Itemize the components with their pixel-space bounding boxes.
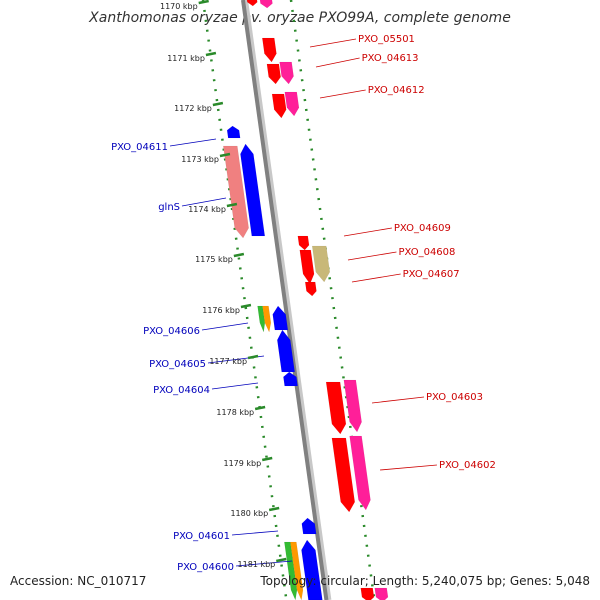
ruler-labels: 1170 kbp 1171 kbp 1172 kbp 1173 kbp 1174 kbp… xyxy=(160,0,287,569)
gene-label-reverse: PXO_04611 xyxy=(111,142,168,153)
gene-reverse xyxy=(223,145,249,239)
gene-forward xyxy=(331,437,356,513)
ruler-tick-mark xyxy=(226,202,238,208)
ruler-tick-label: 1175 kbp xyxy=(195,255,233,264)
gene-forward xyxy=(299,249,315,285)
gene-label-forward: PXO_04613 xyxy=(362,53,419,64)
ruler-tick-label: 1180 kbp xyxy=(230,509,268,518)
backbone-layer xyxy=(241,0,332,600)
backbone-line xyxy=(241,0,329,600)
gene-reverse xyxy=(226,125,241,139)
gene-forward xyxy=(311,245,331,283)
ruler-tick-mark xyxy=(268,506,280,512)
label-leader-forward xyxy=(319,89,366,99)
gene-forward xyxy=(343,379,362,433)
ruler-tick-mark xyxy=(198,0,209,5)
gene-label-forward: PXO_04602 xyxy=(439,460,496,471)
ruler-tick-mark xyxy=(212,101,224,107)
label-leader-forward xyxy=(379,464,437,471)
label-leader-reverse xyxy=(181,197,227,207)
ruler-tick-label: 1179 kbp xyxy=(224,459,262,468)
ruler-outer xyxy=(289,0,376,600)
gene-reverse xyxy=(257,305,266,333)
accession-label: Accession: NC_010717 xyxy=(10,574,147,588)
label-leader-forward xyxy=(371,396,425,404)
ruler-tick-mark xyxy=(261,456,273,462)
ruler-tick-mark xyxy=(247,354,259,360)
gene-label-reverse: PXO_04600 xyxy=(177,562,234,573)
gene-label-reverse: PXO_04601 xyxy=(173,531,230,542)
ruler-tick-label: 1181 kbp xyxy=(238,560,276,569)
gene-label-reverse: PXO_04604 xyxy=(153,385,210,396)
ruler-tick-mark xyxy=(254,405,266,411)
ruler-tick-label: 1171 kbp xyxy=(167,54,205,63)
topology-label: Topology: circular; Length: 5,240,075 bp… xyxy=(260,574,590,588)
label-leader-forward xyxy=(315,57,360,68)
ruler-tick-mark xyxy=(205,51,217,57)
ruler-tick-mark xyxy=(233,252,245,258)
label-leader-reverse xyxy=(201,322,249,331)
ruler-tick-label: 1177 kbp xyxy=(209,357,247,366)
gene-reverse xyxy=(283,371,298,387)
ruler-tick-label: 1174 kbp xyxy=(188,205,226,214)
gene-reverse xyxy=(262,305,272,333)
ruler-tick-label: 1172 kbp xyxy=(174,104,212,113)
gene-label-reverse: glnS xyxy=(158,202,180,213)
gene-reverse xyxy=(240,143,266,237)
gene-forward xyxy=(297,235,310,251)
gene-label-forward: PXO_04608 xyxy=(398,247,455,258)
gene-reverse xyxy=(284,541,298,600)
ruler-layer xyxy=(201,0,376,600)
gene-reverse xyxy=(301,517,317,535)
gene-forward xyxy=(304,281,317,297)
label-leader-reverse xyxy=(169,138,217,147)
gene-reverse xyxy=(277,329,295,373)
gene-forward xyxy=(266,63,281,85)
gene-forward xyxy=(271,93,287,119)
gene-reverse xyxy=(301,539,323,600)
ruler-inner xyxy=(201,0,288,600)
label-leader-forward xyxy=(309,38,357,48)
gene-forward xyxy=(259,0,273,9)
gene-forward xyxy=(349,435,371,511)
gene-label-forward: PXO_04612 xyxy=(368,85,425,96)
gene-forward xyxy=(284,91,300,117)
gene-label-reverse: PXO_04606 xyxy=(143,326,200,337)
label-leader-reverse xyxy=(235,560,293,567)
label-leader-forward xyxy=(351,273,401,283)
label-leader-reverse xyxy=(231,530,279,536)
label-leaders xyxy=(169,38,437,567)
ruler-tick-mark xyxy=(276,557,287,563)
gene-forward xyxy=(246,0,258,7)
gene-label-forward: PXO_04609 xyxy=(394,223,451,234)
gene-forward xyxy=(374,587,389,600)
ruler-tick-label: 1178 kbp xyxy=(216,408,254,417)
gene-forward xyxy=(360,587,375,600)
label-leader-forward xyxy=(343,227,392,237)
gene-labels: PXO_05501 PXO_04613 PXO_04612 PXO_04609 PXO_… xyxy=(111,34,496,573)
gene-features xyxy=(223,0,389,600)
gene-forward xyxy=(279,61,294,85)
gene-label-forward: PXO_04603 xyxy=(426,392,483,403)
ruler-tick-label: 1176 kbp xyxy=(202,306,240,315)
gene-label-reverse: PXO_04605 xyxy=(149,359,206,370)
gene-forward xyxy=(261,37,277,63)
gene-label-forward: PXO_04607 xyxy=(403,269,460,280)
gene-reverse xyxy=(290,541,304,600)
map-title: Xanthomonas oryzae pv. oryzae PXO99A, co… xyxy=(89,10,511,26)
ruler-tick-mark xyxy=(219,152,231,158)
gene-forward xyxy=(325,381,347,435)
label-leader-forward xyxy=(347,251,397,261)
gene-reverse xyxy=(272,305,289,331)
ruler-tick-mark xyxy=(240,303,252,309)
ruler-tick-label: 1170 kbp xyxy=(160,2,198,11)
label-leader-reverse xyxy=(211,382,259,390)
ruler-tick-label: 1173 kbp xyxy=(181,155,219,164)
gene-label-forward: PXO_05501 xyxy=(358,34,415,45)
